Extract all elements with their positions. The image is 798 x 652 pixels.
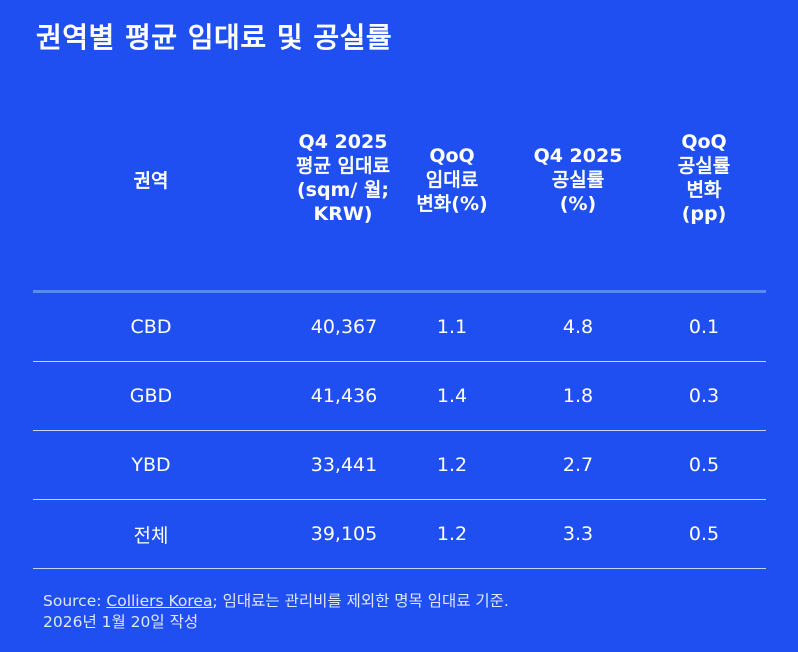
qoq-vacancy-cell: 0.3 [688, 385, 720, 407]
rent-vacancy-table: 권역 Q4 2025 평균 임대료 (sqm/ 월; KRW) QoQ 임대료 … [33, 118, 766, 569]
avg-rent-cell: 40,367 [310, 316, 378, 338]
header-vacancy-rate: Q4 2025 공실률 (%) [533, 145, 623, 215]
header-region: 권역 [133, 170, 169, 192]
avg-rent-cell: 41,436 [310, 385, 378, 407]
source-suffix: ; 임대료는 관리비를 제외한 명목 임대료 기준. [212, 592, 509, 610]
source-note: Source: Colliers Korea; 임대료는 관리비를 제외한 명목… [43, 591, 509, 633]
table-header: 권역 Q4 2025 평균 임대료 (sqm/ 월; KRW) QoQ 임대료 … [33, 118, 766, 290]
qoq-rent-cell: 1.2 [436, 523, 468, 545]
qoq-rent-cell: 1.2 [436, 454, 468, 476]
vacancy-cell: 1.8 [562, 385, 594, 407]
region-cell: GBD [129, 385, 173, 407]
qoq-rent-cell: 1.4 [436, 385, 468, 407]
page-title: 권역별 평균 임대료 및 공실률 [36, 21, 393, 54]
table-row: CBD 40,367 1.1 4.8 0.1 [33, 293, 766, 362]
header-divider [33, 290, 766, 293]
region-cell: 전체 [133, 524, 169, 547]
header-avg-rent: Q4 2025 평균 임대료 (sqm/ 월; KRW) [295, 131, 390, 225]
region-cell: YBD [131, 454, 171, 476]
avg-rent-cell: 33,441 [310, 454, 378, 476]
date-line: 2026년 1월 20일 작성 [43, 613, 199, 631]
header-qoq-rent-change: QoQ 임대료 변화(%) [416, 145, 488, 215]
source-prefix: Source: [43, 592, 107, 610]
vacancy-cell: 2.7 [562, 454, 594, 476]
vacancy-cell: 4.8 [562, 316, 594, 338]
qoq-rent-cell: 1.1 [436, 316, 468, 338]
source-link[interactable]: Colliers Korea [106, 592, 213, 610]
vacancy-cell: 3.3 [562, 523, 594, 545]
qoq-vacancy-cell: 0.5 [688, 523, 720, 545]
avg-rent-cell: 39,105 [310, 523, 378, 545]
qoq-vacancy-cell: 0.1 [688, 316, 720, 338]
table-row: YBD 33,441 1.2 2.7 0.5 [33, 431, 766, 500]
qoq-vacancy-cell: 0.5 [688, 454, 720, 476]
source-line: Source: Colliers Korea; 임대료는 관리비를 제외한 명목… [43, 591, 509, 612]
table-row: 전체 39,105 1.2 3.3 0.5 [33, 500, 766, 569]
region-cell: CBD [130, 316, 172, 338]
header-qoq-vacancy-change: QoQ 공실률 변화 (pp) [677, 131, 731, 225]
table-row: GBD 41,436 1.4 1.8 0.3 [33, 362, 766, 431]
